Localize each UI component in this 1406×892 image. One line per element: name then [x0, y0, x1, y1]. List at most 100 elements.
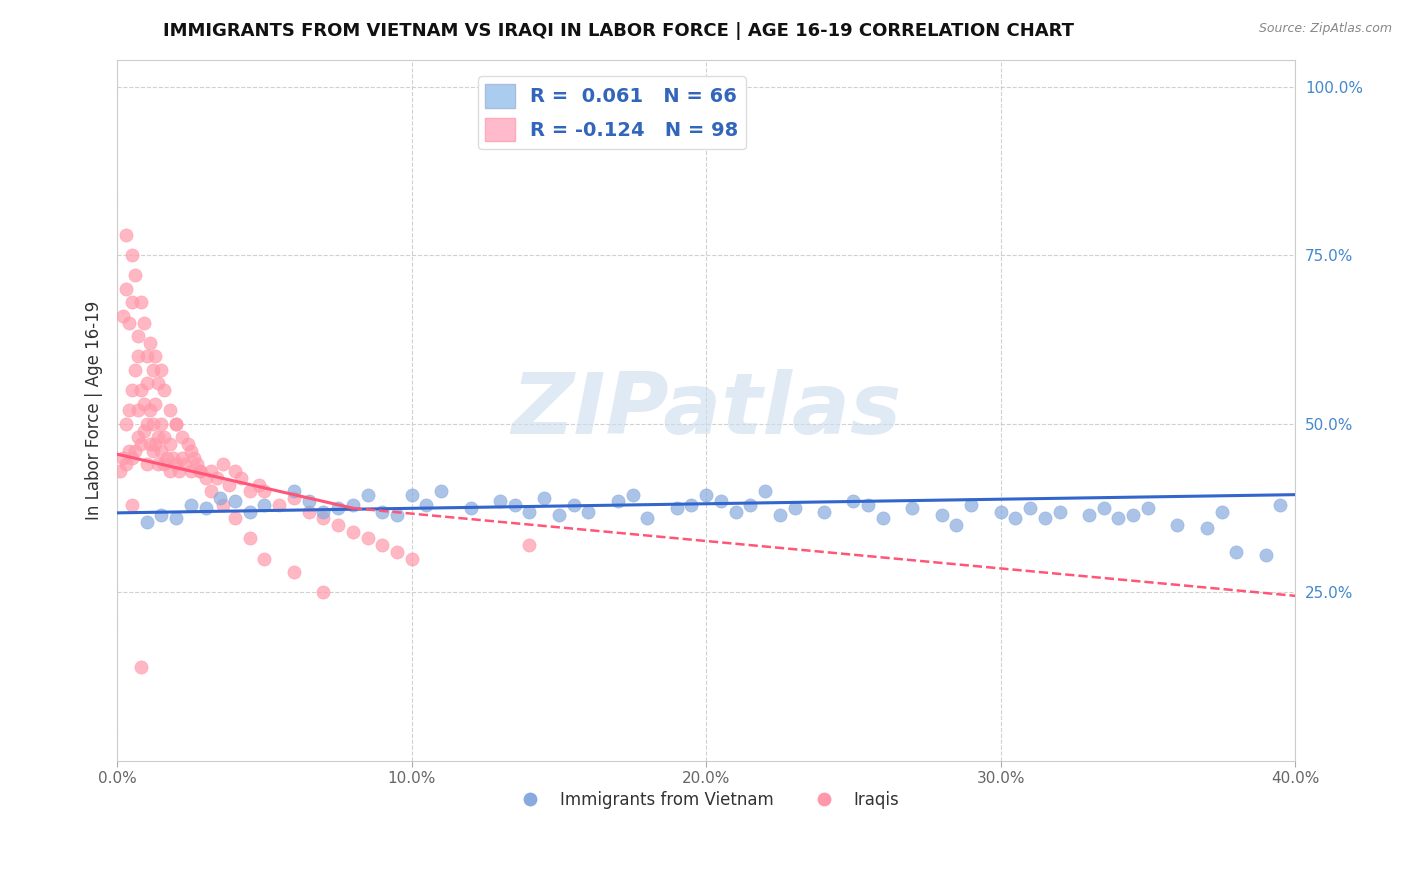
- Point: [224, 511, 246, 525]
- Point: [503, 498, 526, 512]
- Point: [1136, 501, 1159, 516]
- Point: [218, 477, 240, 491]
- Point: [127, 403, 149, 417]
- Point: [754, 484, 776, 499]
- Point: [127, 350, 149, 364]
- Point: [576, 504, 599, 518]
- Point: [159, 464, 181, 478]
- Point: [156, 450, 179, 465]
- Point: [1254, 549, 1277, 563]
- Point: [118, 443, 141, 458]
- Point: [153, 458, 176, 472]
- Point: [132, 396, 155, 410]
- Point: [371, 538, 394, 552]
- Point: [356, 532, 378, 546]
- Point: [129, 659, 152, 673]
- Point: [430, 484, 453, 499]
- Point: [253, 484, 276, 499]
- Point: [229, 471, 252, 485]
- Point: [326, 501, 349, 516]
- Point: [174, 458, 197, 472]
- Legend: Immigrants from Vietnam, Iraqis: Immigrants from Vietnam, Iraqis: [506, 785, 905, 816]
- Point: [783, 501, 806, 516]
- Point: [127, 430, 149, 444]
- Point: [121, 450, 143, 465]
- Point: [212, 458, 235, 472]
- Point: [183, 450, 205, 465]
- Point: [548, 508, 571, 522]
- Point: [1107, 511, 1129, 525]
- Point: [326, 518, 349, 533]
- Point: [129, 437, 152, 451]
- Point: [150, 363, 173, 377]
- Point: [115, 282, 138, 296]
- Point: [1270, 498, 1292, 512]
- Point: [342, 524, 364, 539]
- Point: [207, 471, 229, 485]
- Point: [121, 295, 143, 310]
- Point: [1033, 511, 1056, 525]
- Point: [212, 498, 235, 512]
- Point: [159, 403, 181, 417]
- Text: ZIPatlas: ZIPatlas: [510, 368, 901, 452]
- Point: [740, 498, 762, 512]
- Point: [188, 464, 211, 478]
- Point: [118, 403, 141, 417]
- Point: [145, 396, 167, 410]
- Point: [118, 316, 141, 330]
- Point: [124, 443, 146, 458]
- Point: [135, 376, 157, 391]
- Point: [135, 350, 157, 364]
- Point: [177, 437, 200, 451]
- Point: [945, 518, 967, 533]
- Point: [180, 464, 202, 478]
- Point: [194, 471, 217, 485]
- Point: [145, 350, 167, 364]
- Point: [1195, 521, 1218, 535]
- Point: [112, 450, 135, 465]
- Point: [247, 477, 270, 491]
- Point: [269, 498, 291, 512]
- Point: [135, 515, 157, 529]
- Point: [253, 551, 276, 566]
- Point: [813, 504, 835, 518]
- Point: [159, 437, 181, 451]
- Point: [132, 316, 155, 330]
- Point: [150, 417, 173, 431]
- Point: [141, 417, 163, 431]
- Point: [312, 585, 335, 599]
- Point: [636, 511, 658, 525]
- Point: [297, 504, 319, 518]
- Point: [132, 424, 155, 438]
- Point: [239, 504, 262, 518]
- Point: [148, 430, 170, 444]
- Point: [533, 491, 555, 505]
- Point: [194, 501, 217, 516]
- Point: [180, 498, 202, 512]
- Point: [115, 458, 138, 472]
- Point: [115, 417, 138, 431]
- Point: [1004, 511, 1026, 525]
- Point: [931, 508, 953, 522]
- Point: [901, 501, 924, 516]
- Point: [872, 511, 894, 525]
- Point: [681, 498, 703, 512]
- Point: [1211, 504, 1233, 518]
- Point: [167, 464, 190, 478]
- Point: [371, 504, 394, 518]
- Point: [112, 309, 135, 323]
- Point: [165, 417, 187, 431]
- Point: [519, 538, 541, 552]
- Point: [990, 504, 1012, 518]
- Point: [297, 494, 319, 508]
- Point: [1019, 501, 1042, 516]
- Point: [224, 494, 246, 508]
- Point: [148, 376, 170, 391]
- Text: IMMIGRANTS FROM VIETNAM VS IRAQI IN LABOR FORCE | AGE 16-19 CORRELATION CHART: IMMIGRANTS FROM VIETNAM VS IRAQI IN LABO…: [163, 22, 1074, 40]
- Point: [121, 383, 143, 397]
- Point: [960, 498, 983, 512]
- Point: [135, 458, 157, 472]
- Point: [621, 488, 644, 502]
- Point: [283, 484, 305, 499]
- Point: [856, 498, 879, 512]
